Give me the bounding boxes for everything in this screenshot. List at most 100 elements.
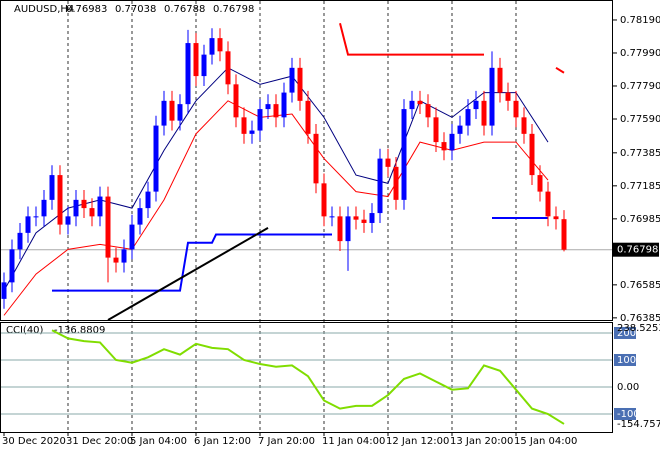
y-tick-label: 0.76385 bbox=[620, 313, 660, 324]
x-tick-label: 12 Jan 12:00 bbox=[386, 436, 449, 447]
candle-body bbox=[121, 249, 127, 263]
cci-line bbox=[51, 329, 565, 425]
candle-body bbox=[137, 208, 143, 225]
candle-body bbox=[441, 142, 447, 151]
candle-body bbox=[25, 216, 31, 233]
y-tick-label: 0.77790 bbox=[620, 81, 660, 92]
x-tick-label: 13 Jan 20:00 bbox=[450, 436, 513, 447]
candle-body bbox=[417, 100, 423, 105]
x-tick-label: 31 Dec 20:00 bbox=[66, 436, 133, 447]
ohlc-high: 0.77038 bbox=[115, 4, 156, 15]
candle-body bbox=[257, 109, 263, 131]
overlay-line bbox=[3, 67, 549, 291]
candle-body bbox=[473, 100, 479, 110]
overlay-line bbox=[52, 233, 332, 292]
candle-body bbox=[169, 100, 175, 121]
candle-body bbox=[489, 67, 495, 126]
candle-body bbox=[81, 199, 87, 209]
candle-body bbox=[497, 67, 503, 93]
candle-body bbox=[369, 213, 375, 223]
candle-body bbox=[145, 191, 151, 209]
candle-body bbox=[353, 216, 359, 220]
y-tick-label: 0.76585 bbox=[620, 280, 660, 291]
candle-body bbox=[49, 175, 55, 200]
candle-body bbox=[433, 117, 439, 143]
level-box bbox=[614, 353, 636, 366]
candle-body bbox=[193, 43, 199, 77]
y-tick-label: 0.00 bbox=[617, 382, 639, 393]
candle-body bbox=[185, 43, 191, 105]
candle-body bbox=[505, 92, 511, 101]
candle-body bbox=[153, 125, 159, 192]
candle-body bbox=[265, 104, 271, 110]
candle-body bbox=[17, 232, 23, 250]
candle-body bbox=[513, 100, 519, 118]
x-tick-label: 5 Jan 04:00 bbox=[130, 436, 187, 447]
candle-body bbox=[401, 109, 407, 200]
candle-body bbox=[33, 216, 39, 218]
candle-body bbox=[41, 199, 47, 217]
candle-body bbox=[201, 54, 207, 77]
candle-body bbox=[561, 219, 567, 250]
candle-body bbox=[337, 216, 343, 242]
ohlc-low: 0.76788 bbox=[164, 4, 205, 15]
candle-body bbox=[537, 175, 543, 192]
y-tick-label: 0.77990 bbox=[620, 48, 660, 59]
cci-title: CCI(40) bbox=[6, 325, 44, 336]
candle-body bbox=[9, 249, 15, 283]
candle-body bbox=[73, 199, 79, 217]
y-tick-label: 0.76985 bbox=[620, 214, 660, 225]
price-box bbox=[613, 242, 659, 257]
candle-body bbox=[313, 133, 319, 184]
candle-body bbox=[465, 109, 471, 126]
candle-body bbox=[361, 219, 367, 223]
candle-body bbox=[425, 104, 431, 118]
overlay-line bbox=[555, 66, 565, 74]
symbol: AUDUSD,H4 bbox=[14, 4, 74, 15]
candle-body bbox=[529, 133, 535, 176]
candle-body bbox=[305, 100, 311, 134]
candle-body bbox=[129, 224, 135, 250]
candle-body bbox=[113, 257, 119, 263]
scale-min: -154.7574 bbox=[617, 419, 660, 430]
candle-body bbox=[97, 196, 103, 217]
x-tick-label: 7 Jan 20:00 bbox=[258, 436, 315, 447]
y-tick-label: 100 bbox=[617, 355, 636, 366]
price-frame bbox=[0, 0, 613, 321]
candle-body bbox=[553, 216, 559, 220]
candle-body bbox=[241, 117, 247, 134]
candle-body bbox=[481, 100, 487, 126]
ohlc-open: 0.76983 bbox=[66, 4, 107, 15]
y-tick-label: 0.77185 bbox=[620, 181, 660, 192]
cci-frame bbox=[0, 322, 613, 433]
level-box bbox=[614, 407, 636, 420]
level-box bbox=[614, 326, 636, 339]
candle-body bbox=[233, 84, 239, 118]
candle-body bbox=[521, 117, 527, 134]
candle-body bbox=[105, 196, 111, 258]
candle-body bbox=[217, 38, 223, 52]
ohlc-close: 0.76798 bbox=[213, 4, 254, 15]
candle-body bbox=[377, 158, 383, 214]
candle-body bbox=[321, 183, 327, 217]
candle-body bbox=[281, 92, 287, 118]
candle-body bbox=[273, 104, 279, 118]
x-tick-label: 30 Dec 2020 bbox=[2, 436, 66, 447]
candle-body bbox=[297, 67, 303, 101]
scale-max: 238.5253 bbox=[617, 323, 660, 334]
candle-body bbox=[329, 216, 335, 218]
overlay-line bbox=[107, 227, 269, 321]
overlay-line bbox=[339, 23, 484, 56]
candle-body bbox=[385, 158, 391, 167]
x-tick-label: 6 Jan 12:00 bbox=[194, 436, 251, 447]
candle-body bbox=[209, 38, 215, 55]
candle-body bbox=[457, 125, 463, 134]
cci-last: -136.8809 bbox=[54, 325, 105, 336]
candle-body bbox=[177, 104, 183, 121]
candle-body bbox=[545, 191, 551, 217]
candle-body bbox=[225, 51, 231, 85]
candle-body bbox=[57, 175, 63, 225]
y-tick-label: 0.78190 bbox=[620, 15, 660, 26]
candle-body bbox=[1, 282, 7, 299]
